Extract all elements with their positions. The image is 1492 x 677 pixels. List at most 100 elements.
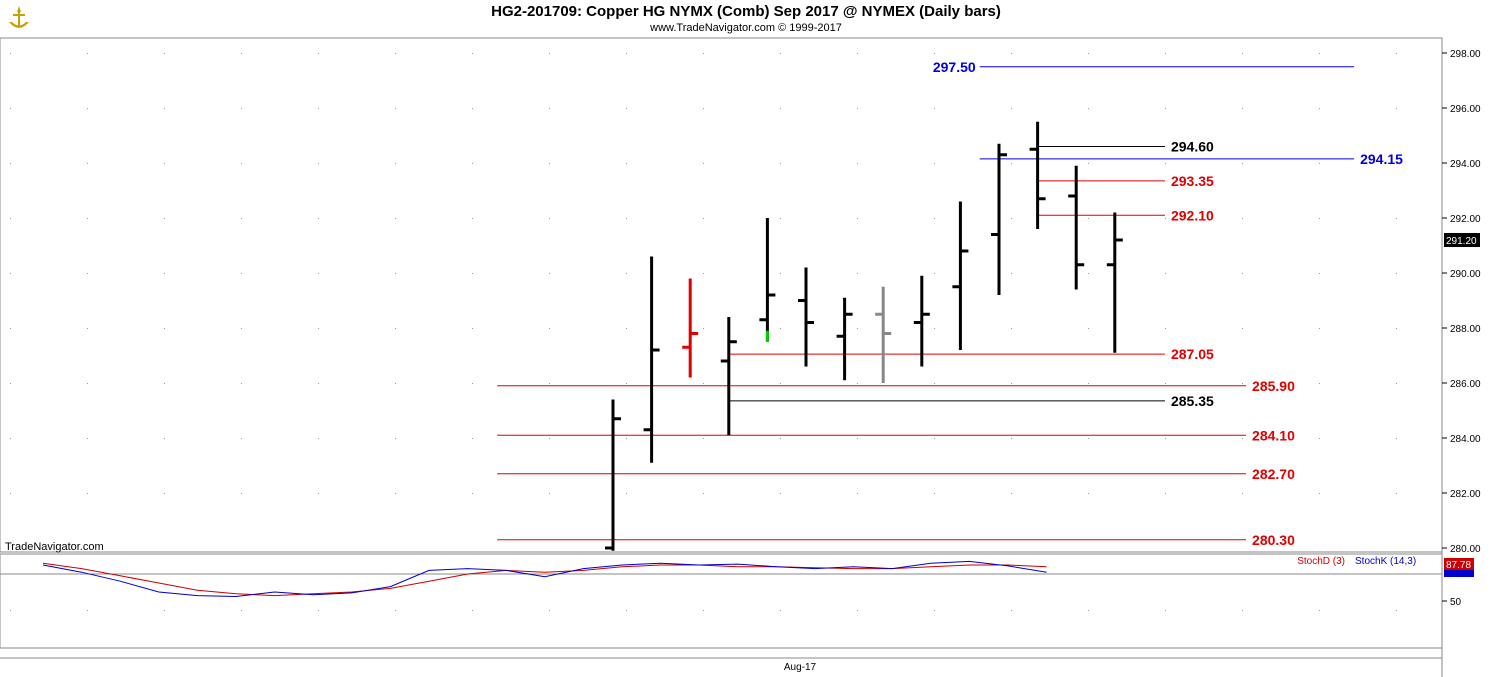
grid-dot bbox=[549, 163, 550, 164]
grid-dot bbox=[395, 383, 396, 384]
grid-dot bbox=[934, 438, 935, 439]
grid-dot bbox=[857, 163, 858, 164]
grid-dot bbox=[164, 438, 165, 439]
grid-dot bbox=[626, 163, 627, 164]
grid-dot bbox=[857, 383, 858, 384]
grid-dot bbox=[1319, 108, 1320, 109]
grid-dot bbox=[318, 610, 319, 611]
grid-dot bbox=[703, 493, 704, 494]
grid-dot bbox=[1242, 383, 1243, 384]
grid-dot bbox=[1011, 53, 1012, 54]
grid-dot bbox=[1011, 273, 1012, 274]
grid-dot bbox=[472, 328, 473, 329]
grid-dot bbox=[626, 383, 627, 384]
grid-dot bbox=[703, 53, 704, 54]
grid-dot bbox=[1088, 53, 1089, 54]
grid-dot bbox=[703, 328, 704, 329]
grid-dot bbox=[87, 493, 88, 494]
grid-dot bbox=[472, 108, 473, 109]
grid-dot bbox=[626, 218, 627, 219]
grid-dot bbox=[318, 493, 319, 494]
level-label: 287.05 bbox=[1171, 346, 1214, 362]
grid-dot bbox=[626, 328, 627, 329]
grid-dot bbox=[1396, 273, 1397, 274]
grid-dot bbox=[318, 218, 319, 219]
stochastic-panel: StochD (3) StochK (14,3) 50 87.78 bbox=[0, 556, 1474, 608]
grid-dot bbox=[10, 493, 11, 494]
stoch-last-box bbox=[1444, 558, 1474, 570]
grid-dot bbox=[1165, 53, 1166, 54]
last-price-box bbox=[1444, 233, 1480, 247]
grid-dot bbox=[472, 383, 473, 384]
grid-dot bbox=[1396, 108, 1397, 109]
grid-dot bbox=[164, 328, 165, 329]
grid-dot bbox=[241, 328, 242, 329]
grid-dot bbox=[1011, 218, 1012, 219]
grid-dot bbox=[1319, 273, 1320, 274]
grid-dot bbox=[1011, 610, 1012, 611]
grid-dot bbox=[472, 273, 473, 274]
grid-dot bbox=[780, 383, 781, 384]
grid-dot bbox=[703, 163, 704, 164]
grid-dot bbox=[1396, 163, 1397, 164]
grid-dot bbox=[1165, 108, 1166, 109]
grid-dot bbox=[1396, 493, 1397, 494]
grid-dot bbox=[164, 383, 165, 384]
grid-dot bbox=[934, 273, 935, 274]
grid-dot bbox=[934, 53, 935, 54]
grid-dot bbox=[395, 610, 396, 611]
grid-dot bbox=[549, 438, 550, 439]
copyright-text: www.TradeNavigator.com © 1999-2017 bbox=[650, 22, 842, 34]
price-levels: 297.50 294.60 294.15 293.35 292.10 287.05 285.… bbox=[497, 59, 1403, 548]
grid-dot bbox=[241, 53, 242, 54]
grid-dot bbox=[1088, 108, 1089, 109]
grid-dot bbox=[10, 383, 11, 384]
grid-dot bbox=[318, 273, 319, 274]
level-label: 294.15 bbox=[1360, 151, 1403, 167]
grid-dot bbox=[626, 108, 627, 109]
price-tick-label: 288.00 bbox=[1450, 324, 1481, 335]
grid-dot bbox=[857, 493, 858, 494]
grid-dot bbox=[87, 610, 88, 611]
grid-dot bbox=[1011, 163, 1012, 164]
grid-dot bbox=[395, 163, 396, 164]
grid-dot bbox=[1011, 383, 1012, 384]
grid-dot bbox=[241, 163, 242, 164]
grid-dot bbox=[1396, 383, 1397, 384]
chart-header: HG2-201709: Copper HG NYMX (Comb) Sep 20… bbox=[0, 0, 1492, 38]
grid-dot bbox=[934, 108, 935, 109]
grid-dot bbox=[164, 273, 165, 274]
grid-dot bbox=[395, 108, 396, 109]
price-tick-label: 282.00 bbox=[1450, 489, 1481, 500]
grid-dot bbox=[780, 163, 781, 164]
grid-dot bbox=[1319, 218, 1320, 219]
level-label: 285.90 bbox=[1252, 378, 1295, 394]
grid-dot bbox=[1396, 218, 1397, 219]
price-tick-label: 296.00 bbox=[1450, 104, 1481, 115]
watermark-text: TradeNavigator.com bbox=[5, 541, 104, 553]
grid-dot bbox=[395, 328, 396, 329]
grid-dot bbox=[703, 383, 704, 384]
grid-dot bbox=[241, 108, 242, 109]
ohlc-bars bbox=[605, 121, 1123, 551]
grid-dot bbox=[1396, 53, 1397, 54]
level-label: 284.10 bbox=[1252, 427, 1295, 443]
grid-dot bbox=[472, 610, 473, 611]
price-tick-label: 292.00 bbox=[1450, 214, 1481, 225]
price-tick-label: 298.00 bbox=[1450, 49, 1481, 60]
grid-dot bbox=[241, 493, 242, 494]
grid-dot bbox=[87, 163, 88, 164]
grid-dot bbox=[780, 218, 781, 219]
grid-dot bbox=[164, 610, 165, 611]
grid-dot bbox=[703, 108, 704, 109]
grid-dot bbox=[1396, 328, 1397, 329]
grid-dot bbox=[318, 108, 319, 109]
grid-dot bbox=[87, 273, 88, 274]
price-tick-label: 290.00 bbox=[1450, 269, 1481, 280]
grid-dot bbox=[1319, 493, 1320, 494]
price-tick-label: 280.00 bbox=[1450, 544, 1481, 555]
price-tick-label: 286.00 bbox=[1450, 379, 1481, 390]
chart-title: HG2-201709: Copper HG NYMX (Comb) Sep 20… bbox=[491, 3, 1001, 20]
grid-dot bbox=[703, 610, 704, 611]
grid-dot bbox=[780, 273, 781, 274]
